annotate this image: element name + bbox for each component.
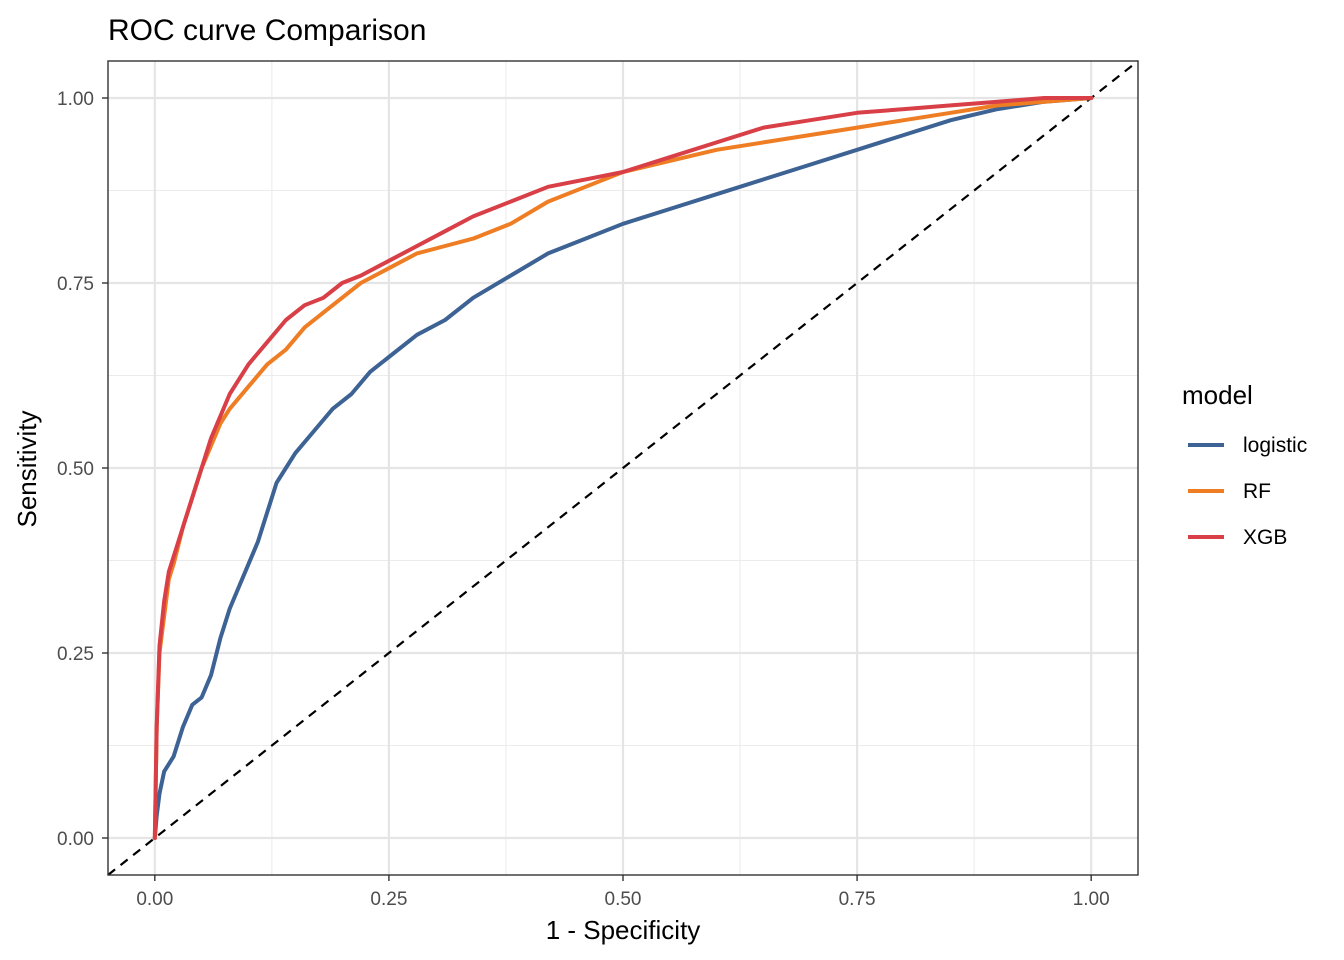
legend-label: logistic: [1243, 434, 1307, 457]
y-tick-label: 1.00: [57, 89, 94, 110]
y-axis-title: Sensitivity: [12, 410, 42, 527]
y-tick-label: 0.25: [57, 644, 94, 665]
legend-item-xgb: XGB: [1188, 526, 1287, 549]
y-tick-label: 0.50: [57, 459, 94, 480]
chart-title: ROC curve Comparison: [108, 14, 426, 47]
legend-item-rf: RF: [1188, 480, 1271, 503]
x-axis-ticks: 0.00 0.25 0.50 0.75 1.00: [136, 875, 1110, 910]
x-tick-label: 0.25: [370, 889, 407, 910]
series-line-logistic: [152, 96, 1094, 840]
legend: model logistic RF XGB: [1182, 380, 1307, 549]
legend-item-logistic: logistic: [1188, 434, 1307, 457]
legend-title: model: [1182, 380, 1253, 410]
legend-label: XGB: [1243, 526, 1287, 549]
reference-diagonal: [107, 60, 1139, 876]
x-tick-label: 0.50: [605, 889, 642, 910]
x-tick-label: 1.00: [1073, 889, 1110, 910]
legend-items: logistic RF XGB: [1188, 434, 1307, 549]
x-axis-title: 1 - Specificity: [546, 915, 701, 945]
x-tick-label: 0.00: [136, 889, 173, 910]
y-tick-label: 0.00: [57, 829, 94, 850]
series-lines: [152, 96, 1094, 840]
y-axis-ticks: 0.00 0.25 0.50 0.75 1.00: [57, 89, 108, 850]
series-line-xgb: [152, 96, 1094, 840]
x-tick-label: 0.75: [839, 889, 876, 910]
y-tick-label: 0.75: [57, 274, 94, 295]
legend-label: RF: [1243, 480, 1271, 503]
reference-diagonal-line: [107, 60, 1139, 876]
